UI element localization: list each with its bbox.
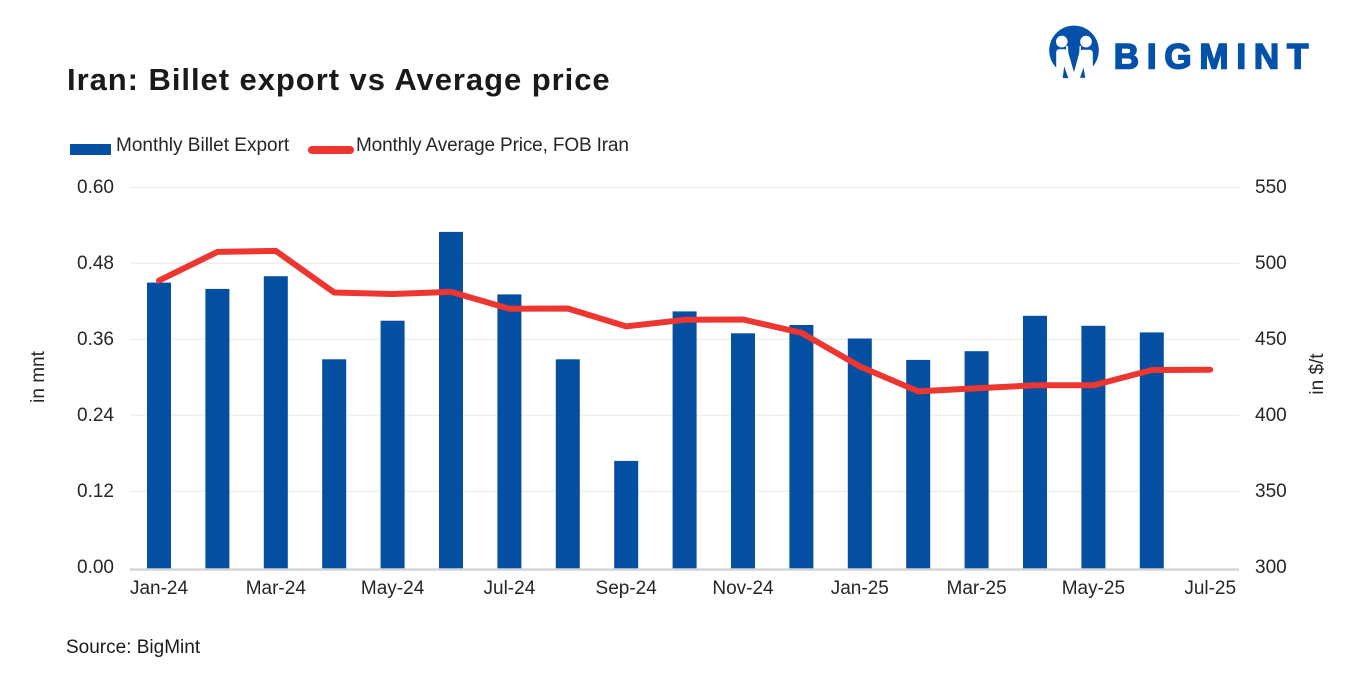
svg-text:BIGMINT: BIGMINT <box>1114 38 1316 77</box>
